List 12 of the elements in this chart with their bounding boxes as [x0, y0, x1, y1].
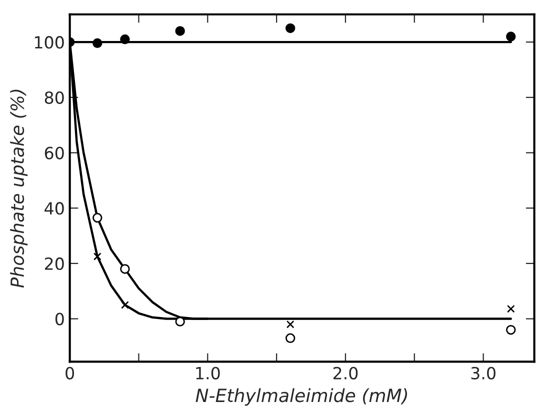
x-tick-label: 1.0 — [196, 366, 220, 380]
y-tick-label: 0 — [55, 312, 64, 326]
y-tick-label: 100 — [34, 36, 64, 49]
y-tick-label: 40 — [44, 202, 64, 215]
y-tick-label: 60 — [44, 146, 64, 160]
x-tick-label: 0 — [66, 366, 74, 380]
x-tick-label: 2.0 — [333, 366, 358, 380]
x-axis-title: N-Ethylmaleimide (mM) — [196, 388, 408, 406]
y-tick-label: 20 — [44, 257, 64, 270]
y-tick-label: 80 — [44, 91, 64, 104]
x-tick-label: 3.0 — [471, 366, 496, 380]
y-axis-title: Phosphate uptake (%) — [10, 90, 28, 288]
